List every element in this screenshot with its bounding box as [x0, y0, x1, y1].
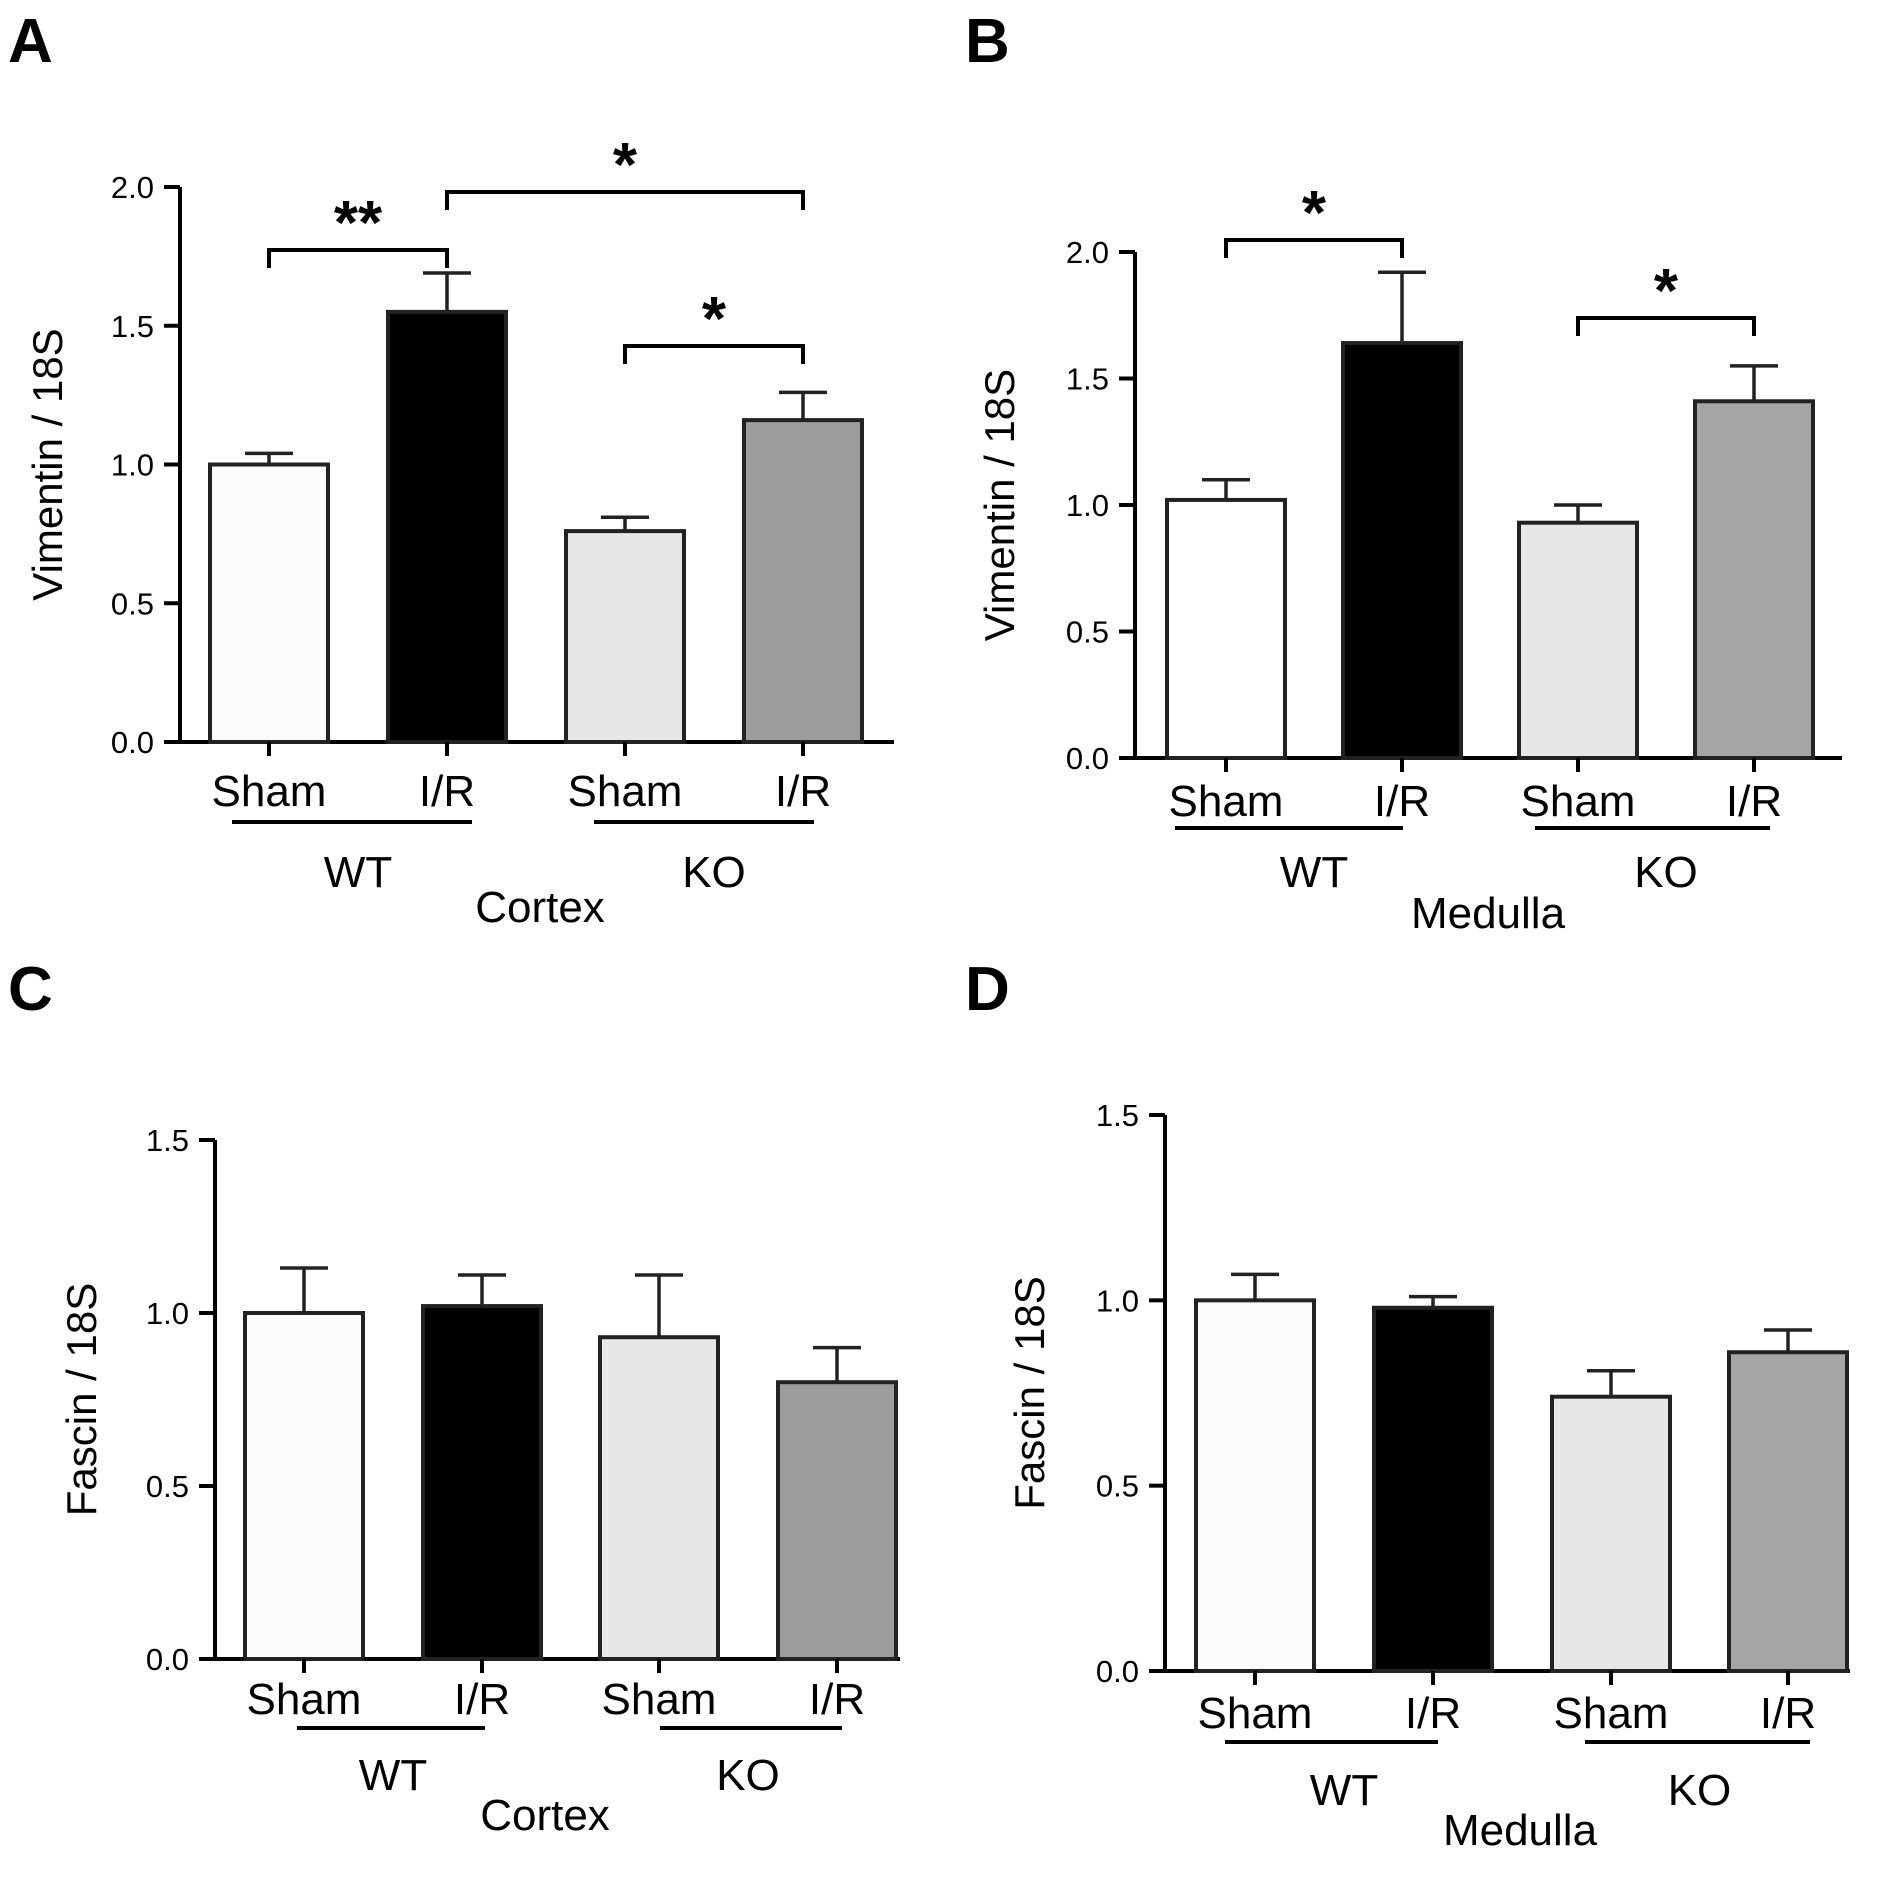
y-tick-label: 2.0 — [111, 170, 154, 205]
group-label: WT — [324, 848, 392, 897]
y-tick-label: 0.5 — [1066, 615, 1109, 650]
category-label: I/R — [775, 767, 831, 816]
bar — [1194, 1298, 1316, 1674]
category-label: I/R — [809, 1675, 865, 1724]
y-axis-label: Vimentin / 18S — [24, 328, 71, 600]
category-label: I/R — [419, 767, 475, 816]
group-label: WT — [359, 1751, 427, 1800]
significance-bracket — [623, 344, 805, 364]
y-tick-label: 1.0 — [146, 1296, 189, 1331]
bar — [1341, 341, 1463, 760]
significance-label: * — [702, 285, 727, 354]
y-axis-label: Vimentin / 18S — [976, 369, 1023, 641]
category-label: Sham — [1554, 1689, 1669, 1738]
group-label: WT — [1280, 848, 1348, 897]
bar — [1372, 1305, 1494, 1674]
group-label: KO — [716, 1751, 780, 1800]
bar — [1550, 1394, 1672, 1673]
panel-letter: A — [8, 7, 53, 76]
y-tick-label: 2.0 — [1066, 235, 1109, 270]
panel-letter: C — [8, 955, 53, 1024]
category-label: Sham — [1521, 777, 1636, 826]
y-tick-label: 1.0 — [1096, 1283, 1139, 1318]
group-label: KO — [1668, 1766, 1732, 1815]
y-tick-label: 0.5 — [146, 1469, 189, 1504]
bar — [742, 418, 864, 744]
bar — [1727, 1350, 1849, 1674]
category-label: Sham — [1169, 777, 1284, 826]
category-label: Sham — [212, 767, 327, 816]
y-tick-label: 1.5 — [1096, 1098, 1139, 1133]
y-tick-label: 0.0 — [1066, 741, 1109, 776]
region-label: Cortex — [480, 1791, 610, 1840]
panel-c: C 0.0 0.5 1.0 1.5 Fascin / 18S Sham I/R Sham I/R W… — [8, 955, 900, 1840]
y-axis-label: Fascin / 18S — [58, 1283, 105, 1516]
bar — [243, 1311, 365, 1661]
significance-label: * — [1302, 179, 1327, 248]
y-tick-label: 0.0 — [1096, 1654, 1139, 1689]
significance-bracket — [1576, 316, 1756, 336]
y-tick-label: 1.0 — [1066, 488, 1109, 523]
panel-a: A 0.0 0.5 1.0 1.5 2.0 Vimentin / 18S Sham I/R Sha… — [8, 7, 894, 932]
group-label: WT — [1310, 1766, 1378, 1815]
y-axis-label: Fascin / 18S — [1006, 1276, 1053, 1509]
y-tick-label: 1.5 — [111, 309, 154, 344]
panel-b: B 0.0 0.5 1.0 1.5 2.0 Vimentin / 18S Sham I/R Sha… — [965, 7, 1842, 938]
panel-d: D 0.0 0.5 1.0 1.5 Fascin / 18S Sham I/R Sham I/R W… — [965, 955, 1850, 1855]
significance-bracket — [267, 248, 449, 268]
panel-letter: D — [965, 955, 1010, 1024]
significance-label: * — [613, 131, 638, 200]
y-tick-label: 0.5 — [1096, 1469, 1139, 1504]
region-label: Cortex — [475, 883, 605, 932]
bar — [1517, 520, 1639, 761]
y-tick-label: 0.5 — [111, 586, 154, 621]
category-label: I/R — [1374, 777, 1430, 826]
significance-label: ** — [334, 189, 383, 258]
bar — [598, 1335, 720, 1661]
bar — [421, 1304, 543, 1661]
y-tick-label: 1.0 — [111, 448, 154, 483]
bar — [1693, 399, 1815, 760]
significance-bracket — [1224, 238, 1404, 258]
category-label: Sham — [247, 1675, 362, 1724]
category-label: Sham — [1198, 1689, 1313, 1738]
panel-letter: B — [965, 7, 1010, 76]
bar — [564, 529, 686, 744]
region-label: Medulla — [1411, 889, 1566, 938]
category-label: I/R — [1726, 777, 1782, 826]
region-label: Medulla — [1443, 1806, 1598, 1855]
y-tick-label: 1.5 — [1066, 362, 1109, 397]
category-label: I/R — [454, 1675, 510, 1724]
y-tick-label: 1.5 — [146, 1123, 189, 1158]
bar — [208, 462, 330, 744]
bar — [776, 1380, 898, 1661]
y-tick-label: 0.0 — [146, 1642, 189, 1677]
group-label: KO — [682, 848, 746, 897]
category-label: I/R — [1760, 1689, 1816, 1738]
y-tick-label: 0.0 — [111, 725, 154, 760]
category-label: Sham — [602, 1675, 717, 1724]
group-label: KO — [1634, 848, 1698, 897]
category-label: I/R — [1405, 1689, 1461, 1738]
significance-bracket — [445, 190, 805, 210]
category-label: Sham — [568, 767, 683, 816]
significance-label: * — [1654, 257, 1679, 326]
bar — [1165, 497, 1287, 760]
bar — [386, 309, 508, 744]
